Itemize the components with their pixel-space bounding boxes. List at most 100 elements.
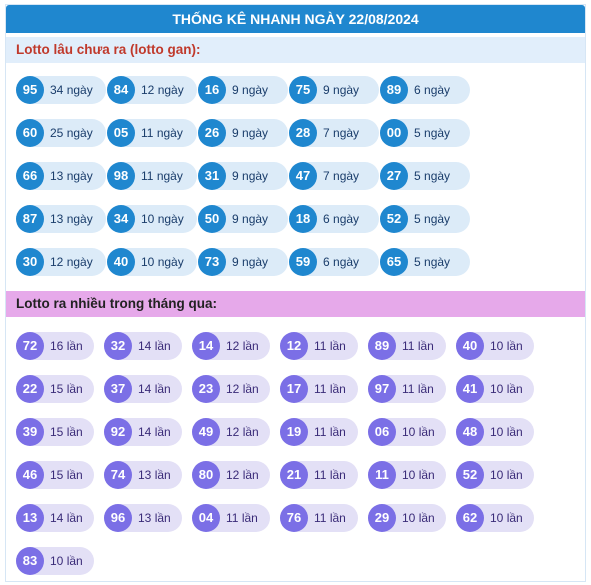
lotto-item[interactable]: 37 14 lần [104, 375, 182, 403]
lotto-item[interactable]: 50 9 ngày [198, 205, 288, 233]
lotto-item[interactable]: 96 13 lần [104, 504, 182, 532]
lotto-item[interactable]: 12 11 lần [280, 332, 358, 360]
count-value: 14 [138, 382, 152, 396]
lotto-item[interactable]: 62 10 lần [456, 504, 534, 532]
count-value: 12 [226, 468, 240, 482]
lotto-item[interactable]: 11 10 lần [368, 461, 446, 489]
lotto-item[interactable]: 00 5 ngày [380, 119, 470, 147]
count-unit: lần [418, 468, 435, 482]
lotto-number: 21 [280, 461, 308, 489]
count-unit: lần [66, 511, 83, 525]
lotto-item[interactable]: 84 12 ngày [107, 76, 197, 104]
count-value: 5 [414, 169, 421, 183]
lotto-item[interactable]: 87 13 ngày [16, 205, 106, 233]
count-value: 5 [414, 255, 421, 269]
lotto-item[interactable]: 19 11 lần [280, 418, 358, 446]
lotto-item[interactable]: 89 6 ngày [380, 76, 470, 104]
lotto-item[interactable]: 92 14 lần [104, 418, 182, 446]
count-value: 10 [402, 425, 416, 439]
lotto-item[interactable]: 98 11 ngày [107, 162, 197, 190]
lotto-item[interactable]: 76 11 lần [280, 504, 358, 532]
count-value: 13 [138, 468, 152, 482]
count-value: 14 [138, 339, 152, 353]
lotto-count: 10 ngày [141, 248, 184, 276]
lotto-item[interactable]: 59 6 ngày [289, 248, 379, 276]
lotto-item[interactable]: 06 10 lần [368, 418, 446, 446]
count-unit: ngày [242, 126, 269, 140]
count-value: 6 [323, 255, 330, 269]
lotto-count: 11 lần [402, 375, 434, 403]
count-value: 5 [414, 126, 421, 140]
lotto-item[interactable]: 21 11 lần [280, 461, 358, 489]
count-unit: ngày [242, 169, 269, 183]
lotto-count: 11 lần [314, 375, 346, 403]
lotto-item[interactable]: 49 12 lần [192, 418, 270, 446]
lotto-item[interactable]: 31 9 ngày [198, 162, 288, 190]
count-value: 10 [402, 468, 416, 482]
lotto-item[interactable]: 47 7 ngày [289, 162, 379, 190]
lotto-item[interactable]: 46 15 lần [16, 461, 94, 489]
lotto-item[interactable]: 83 10 lần [16, 547, 94, 575]
lotto-item[interactable]: 60 25 ngày [16, 119, 106, 147]
lotto-number: 41 [456, 375, 484, 403]
count-unit: lần [506, 339, 523, 353]
count-unit: lần [329, 511, 346, 525]
lotto-item[interactable]: 52 5 ngày [380, 205, 470, 233]
lotto-item[interactable]: 30 12 ngày [16, 248, 106, 276]
lotto-number: 95 [16, 76, 44, 104]
lotto-item[interactable]: 26 9 ngày [198, 119, 288, 147]
count-value: 13 [50, 169, 64, 183]
lotto-item[interactable]: 65 5 ngày [380, 248, 470, 276]
lotto-item[interactable]: 75 9 ngày [289, 76, 379, 104]
lotto-number: 72 [16, 332, 44, 360]
count-unit: ngày [66, 169, 93, 183]
lotto-item[interactable]: 72 16 lần [16, 332, 94, 360]
lotto-item[interactable]: 23 12 lần [192, 375, 270, 403]
lotto-item[interactable]: 28 7 ngày [289, 119, 379, 147]
lotto-item[interactable]: 04 11 lần [192, 504, 270, 532]
lotto-item[interactable]: 34 10 ngày [107, 205, 197, 233]
lotto-item[interactable]: 74 13 lần [104, 461, 182, 489]
count-value: 14 [50, 511, 64, 525]
lotto-count: 10 ngày [141, 205, 184, 233]
lotto-item[interactable]: 95 34 ngày [16, 76, 106, 104]
lotto-count: 7 ngày [323, 119, 359, 147]
lotto-count: 9 ngày [232, 248, 268, 276]
lotto-count: 10 lần [490, 504, 523, 532]
lotto-item[interactable]: 48 10 lần [456, 418, 534, 446]
count-unit: lần [417, 339, 434, 353]
lotto-item[interactable]: 97 11 lần [368, 375, 446, 403]
lotto-item[interactable]: 39 15 lần [16, 418, 94, 446]
lotto-item[interactable]: 80 12 lần [192, 461, 270, 489]
lotto-item[interactable]: 66 13 ngày [16, 162, 106, 190]
lotto-item[interactable]: 32 14 lần [104, 332, 182, 360]
lotto-number: 23 [192, 375, 220, 403]
lotto-count: 11 lần [314, 461, 346, 489]
count-value: 11 [402, 339, 415, 353]
count-value: 7 [323, 126, 330, 140]
lotto-item[interactable]: 17 11 lần [280, 375, 358, 403]
lotto-item[interactable]: 22 15 lần [16, 375, 94, 403]
lotto-item[interactable]: 13 14 lần [16, 504, 94, 532]
lotto-item[interactable]: 41 10 lần [456, 375, 534, 403]
lotto-item[interactable]: 89 11 lần [368, 332, 446, 360]
lotto-item[interactable]: 14 12 lần [192, 332, 270, 360]
count-unit: lần [66, 425, 83, 439]
lotto-number: 19 [280, 418, 308, 446]
count-value: 25 [50, 126, 64, 140]
lotto-item[interactable]: 16 9 ngày [198, 76, 288, 104]
lotto-count: 11 ngày [141, 119, 183, 147]
lotto-count: 9 ngày [232, 205, 268, 233]
count-unit: ngày [424, 212, 451, 226]
lotto-number: 49 [192, 418, 220, 446]
lotto-number: 27 [380, 162, 408, 190]
lotto-item[interactable]: 29 10 lần [368, 504, 446, 532]
lotto-item[interactable]: 73 9 ngày [198, 248, 288, 276]
lotto-number: 52 [380, 205, 408, 233]
lotto-item[interactable]: 52 10 lần [456, 461, 534, 489]
lotto-item[interactable]: 40 10 lần [456, 332, 534, 360]
lotto-item[interactable]: 27 5 ngày [380, 162, 470, 190]
lotto-item[interactable]: 18 6 ngày [289, 205, 379, 233]
lotto-item[interactable]: 05 11 ngày [107, 119, 197, 147]
lotto-item[interactable]: 40 10 ngày [107, 248, 197, 276]
